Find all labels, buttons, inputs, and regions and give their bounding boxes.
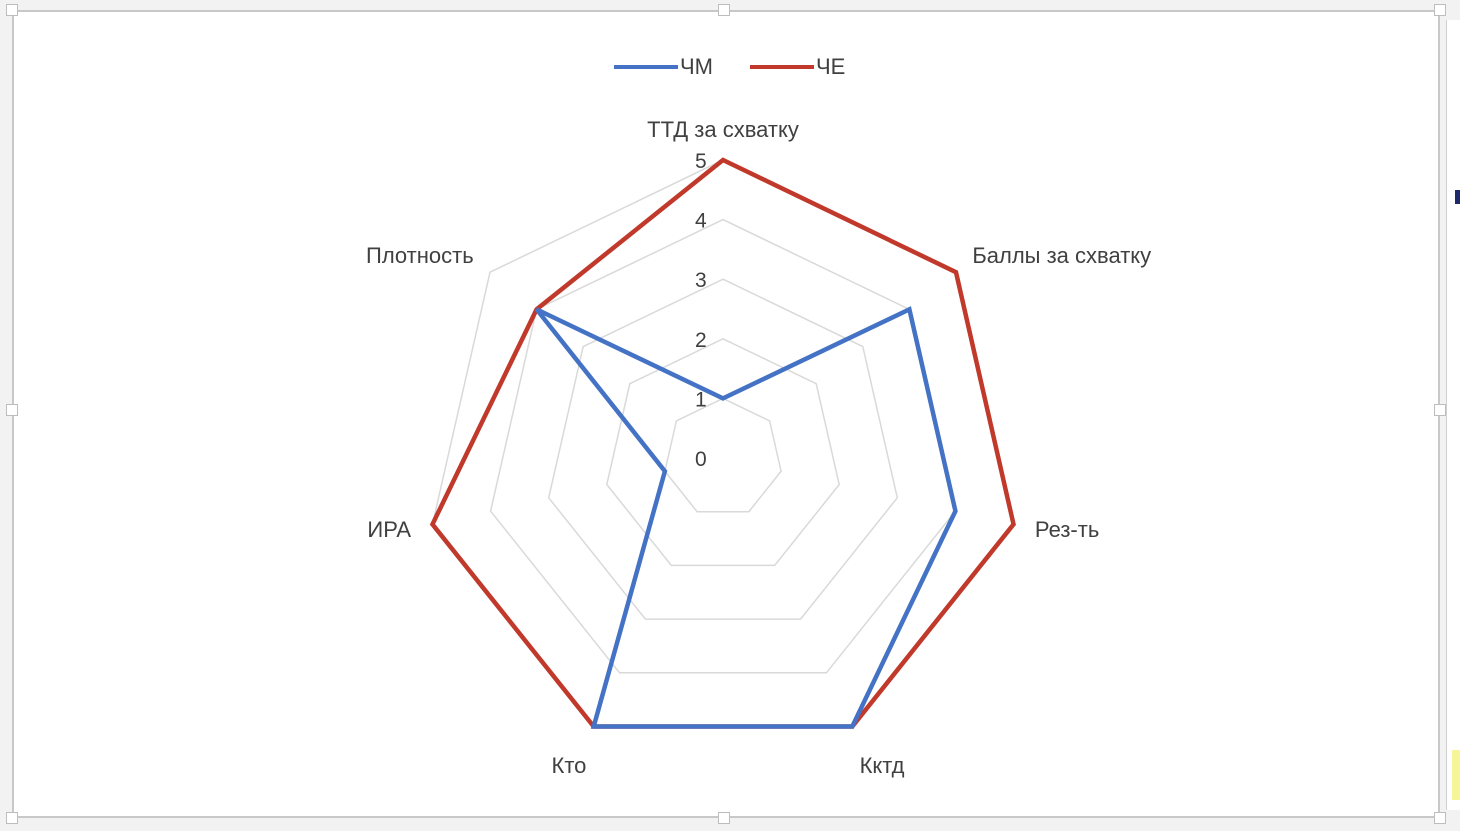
category-label: ИРА (367, 517, 411, 542)
legend-line-series-1 (614, 65, 678, 69)
radial-tick-label: 3 (695, 269, 707, 292)
resize-handle-bottom-right[interactable] (1434, 812, 1446, 824)
series-1-point[interactable] (954, 510, 957, 513)
resize-handle-right[interactable] (1434, 404, 1446, 416)
category-label: Кто (552, 753, 587, 778)
adjacent-panel-edge (1446, 20, 1460, 810)
radar-series (429, 157, 1016, 729)
radial-tick-label: 2 (695, 329, 707, 352)
series-1-point[interactable] (663, 470, 666, 473)
grid-ring-1 (664, 397, 782, 513)
series-line-2[interactable] (429, 157, 1016, 729)
resize-handle-bottom[interactable] (718, 812, 730, 824)
category-label: Кктд (860, 753, 905, 778)
series-2-point[interactable] (431, 523, 434, 526)
grid-ring-5 (431, 159, 1015, 728)
legend-line-series-2 (750, 65, 814, 69)
adjacent-panel-mark (1455, 190, 1460, 204)
category-label: Плотность (366, 243, 474, 268)
category-labels: ТТД за схватку Баллы за схватку Рез-ть Кктд… (366, 117, 1151, 778)
radial-tick-label: 1 (695, 388, 707, 411)
resize-handle-top[interactable] (718, 4, 730, 16)
radial-tick-label: 0 (695, 448, 707, 471)
legend-label-series-2: ЧЕ (816, 54, 846, 79)
radial-axis-ticks: 0 1 2 3 4 5 (695, 150, 707, 471)
category-label: ТТД за схватку (647, 117, 799, 142)
chart-area[interactable] (12, 10, 1440, 818)
resize-handle-top-right[interactable] (1434, 4, 1446, 16)
resize-handle-bottom-left[interactable] (6, 812, 18, 824)
grid-ring-2 (605, 337, 841, 567)
series-1-point[interactable] (535, 308, 538, 311)
radar-grid (431, 159, 1015, 728)
radial-tick-label: 5 (695, 150, 707, 173)
series-1-point[interactable] (722, 397, 724, 400)
series-1-point[interactable] (592, 725, 595, 728)
legend-item-series-2[interactable]: ЧЕ (750, 52, 845, 82)
legend-item-series-1[interactable]: ЧМ (614, 52, 713, 82)
series-2-point[interactable] (954, 271, 957, 274)
series-line-1[interactable] (534, 306, 958, 729)
legend-label-series-1: ЧМ (680, 54, 713, 79)
category-label: Рез-ть (1035, 517, 1099, 542)
adjacent-panel-highlight (1452, 750, 1460, 800)
series-2-point[interactable] (1012, 523, 1015, 526)
category-label: Баллы за схватку (972, 243, 1151, 268)
series-2-point[interactable] (722, 159, 724, 161)
radial-tick-label: 4 (695, 210, 707, 233)
series-1-point[interactable] (851, 725, 854, 728)
resize-handle-top-left[interactable] (6, 4, 18, 16)
resize-handle-left[interactable] (6, 404, 18, 416)
series-1-point[interactable] (908, 308, 911, 311)
grid-ring-3 (547, 278, 899, 620)
